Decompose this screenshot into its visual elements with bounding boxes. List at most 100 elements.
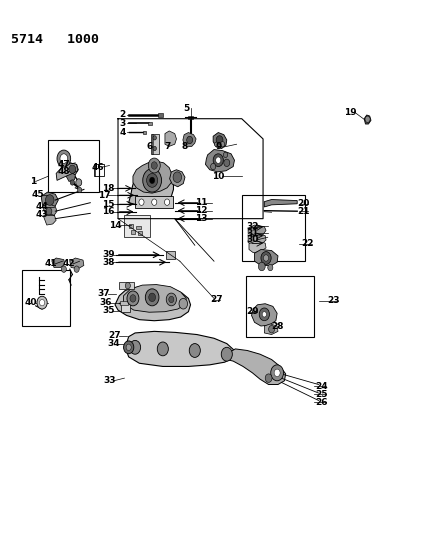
Circle shape	[173, 172, 181, 182]
Circle shape	[61, 266, 66, 272]
Circle shape	[221, 348, 232, 361]
Polygon shape	[115, 286, 190, 321]
Text: 1: 1	[30, 177, 36, 186]
Polygon shape	[265, 324, 278, 335]
Circle shape	[37, 296, 47, 309]
Circle shape	[76, 179, 82, 186]
Text: 5714   1000: 5714 1000	[12, 33, 99, 46]
Bar	[120, 301, 128, 305]
Text: 23: 23	[327, 296, 340, 305]
Polygon shape	[252, 304, 277, 326]
Text: 40: 40	[24, 298, 37, 307]
Polygon shape	[248, 233, 266, 245]
Polygon shape	[52, 258, 65, 268]
Text: 26: 26	[315, 398, 328, 407]
Circle shape	[143, 168, 161, 192]
Text: 48: 48	[57, 167, 70, 176]
Circle shape	[146, 289, 159, 306]
Circle shape	[60, 154, 68, 164]
Text: 35: 35	[102, 306, 114, 315]
Polygon shape	[183, 133, 196, 147]
Polygon shape	[43, 213, 56, 225]
Circle shape	[148, 158, 160, 173]
Text: 32: 32	[246, 222, 259, 231]
Circle shape	[211, 164, 216, 169]
Text: 7: 7	[164, 142, 170, 151]
Text: 39: 39	[102, 251, 115, 260]
Circle shape	[153, 136, 156, 140]
Polygon shape	[169, 169, 185, 187]
Bar	[158, 113, 163, 117]
Circle shape	[164, 199, 169, 205]
Text: 36: 36	[100, 298, 112, 307]
Circle shape	[216, 136, 223, 144]
Bar	[138, 231, 143, 235]
Text: 45: 45	[31, 190, 44, 199]
Circle shape	[214, 142, 218, 147]
Circle shape	[152, 199, 157, 205]
Polygon shape	[255, 249, 278, 265]
Text: 44: 44	[35, 203, 48, 212]
Text: 37: 37	[98, 289, 110, 298]
Polygon shape	[70, 258, 84, 269]
Bar	[119, 282, 134, 289]
Circle shape	[147, 173, 158, 187]
Circle shape	[124, 341, 134, 354]
Circle shape	[69, 165, 76, 173]
Text: 47: 47	[57, 160, 70, 169]
Text: 15: 15	[102, 200, 114, 209]
Polygon shape	[133, 161, 172, 193]
Text: 43: 43	[36, 211, 48, 220]
Text: 17: 17	[98, 191, 110, 200]
Circle shape	[187, 136, 193, 144]
Text: 30: 30	[246, 236, 259, 245]
Polygon shape	[249, 241, 266, 253]
Text: 13: 13	[195, 214, 208, 223]
Circle shape	[264, 255, 269, 261]
Text: 34: 34	[107, 339, 120, 348]
Text: 8: 8	[181, 142, 187, 151]
Bar	[143, 131, 146, 134]
Circle shape	[268, 264, 273, 271]
Circle shape	[259, 262, 265, 271]
Circle shape	[274, 369, 280, 376]
Bar	[125, 215, 150, 237]
Bar	[129, 224, 133, 228]
Circle shape	[224, 159, 230, 166]
Polygon shape	[227, 349, 285, 384]
Text: 25: 25	[315, 390, 328, 399]
Bar	[48, 140, 99, 192]
Circle shape	[149, 177, 155, 183]
Polygon shape	[129, 163, 173, 207]
Text: 29: 29	[246, 307, 259, 316]
Circle shape	[223, 152, 228, 158]
Circle shape	[213, 154, 223, 166]
Text: 14: 14	[109, 221, 122, 230]
Text: 10: 10	[212, 172, 224, 181]
Text: 2: 2	[119, 110, 125, 119]
Bar	[137, 225, 141, 229]
Text: 5: 5	[183, 103, 190, 112]
Polygon shape	[65, 163, 78, 175]
Bar	[151, 134, 158, 154]
Text: 27: 27	[109, 331, 122, 340]
Text: 6: 6	[147, 142, 153, 151]
Circle shape	[166, 293, 176, 306]
Circle shape	[45, 195, 54, 205]
Text: 24: 24	[315, 382, 328, 391]
Polygon shape	[265, 199, 297, 207]
Text: 3: 3	[119, 119, 125, 128]
Circle shape	[169, 296, 174, 303]
Text: 46: 46	[92, 163, 104, 172]
Circle shape	[157, 342, 168, 356]
Polygon shape	[42, 204, 57, 217]
Text: 12: 12	[195, 206, 208, 215]
Circle shape	[127, 291, 139, 306]
Circle shape	[269, 326, 275, 333]
Text: 9: 9	[215, 142, 221, 151]
Circle shape	[179, 298, 187, 309]
Text: 31: 31	[246, 229, 259, 238]
Circle shape	[77, 187, 82, 192]
Bar	[246, 276, 314, 337]
Polygon shape	[65, 172, 75, 181]
